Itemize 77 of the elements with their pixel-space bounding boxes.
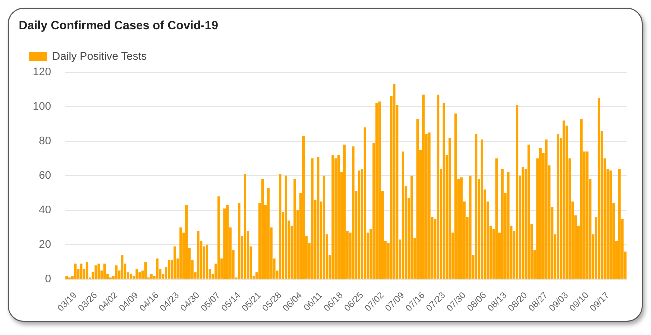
y-tick-label: 40 [39,204,52,216]
bar [86,262,89,279]
bar [144,262,148,279]
bar [454,114,458,279]
bar [224,208,226,279]
bar [618,169,621,279]
bar [338,155,340,279]
bar [352,146,355,279]
legend-label: Daily Positive Tests [52,50,148,63]
bar [74,264,77,279]
bar [115,266,118,279]
bar [121,255,124,279]
bar [206,244,208,279]
bar [402,152,404,279]
bar [317,156,320,279]
bar [218,196,220,279]
bar [475,134,478,279]
bar [442,103,446,279]
y-tick-label: 120 [32,66,52,78]
bar [480,140,484,279]
bar [364,128,366,279]
bar [262,179,264,279]
bar [586,152,589,279]
bar [130,274,132,279]
bar [138,272,142,279]
bar [226,205,229,279]
bar [302,136,306,279]
bar [522,167,524,279]
bar [376,103,378,279]
bar [197,231,200,279]
bar [460,178,463,279]
bar [66,276,68,279]
bar [496,158,498,279]
bar [378,102,382,279]
bar [238,204,241,279]
bar [539,148,542,279]
bar [150,274,153,279]
y-tick-label: 0 [45,273,52,286]
bar [244,174,246,279]
bar [416,118,420,279]
bar [580,118,583,279]
bar [80,264,83,279]
y-tick-label: 60 [39,170,52,182]
bar [516,105,519,279]
bar [174,246,176,279]
bar [168,260,170,279]
bar [393,84,396,279]
bar [284,176,288,279]
bar [104,264,106,279]
bar [358,170,361,279]
bar [311,158,314,279]
bar [322,176,326,279]
bar [557,134,560,279]
bar [437,94,440,279]
bar [448,138,452,279]
bar [507,172,510,279]
bar [136,269,138,279]
y-tick-label: 80 [39,135,52,148]
y-tick-label: 20 [39,238,52,251]
bar [267,188,270,279]
bar [562,120,566,279]
bar [180,228,182,279]
bar [545,140,548,279]
bar [94,266,98,279]
bar [343,144,346,279]
bar [186,205,188,279]
bar [279,174,282,279]
bar [428,132,431,279]
chart-title: Daily Confirmed Cases of Covid-19 [19,18,219,33]
bar [598,98,600,279]
bar [610,170,612,279]
bar [422,94,425,279]
bar [334,158,338,279]
bar [501,169,504,279]
bar [332,155,334,279]
y-tick-label: 100 [32,100,52,113]
bar [294,179,296,279]
